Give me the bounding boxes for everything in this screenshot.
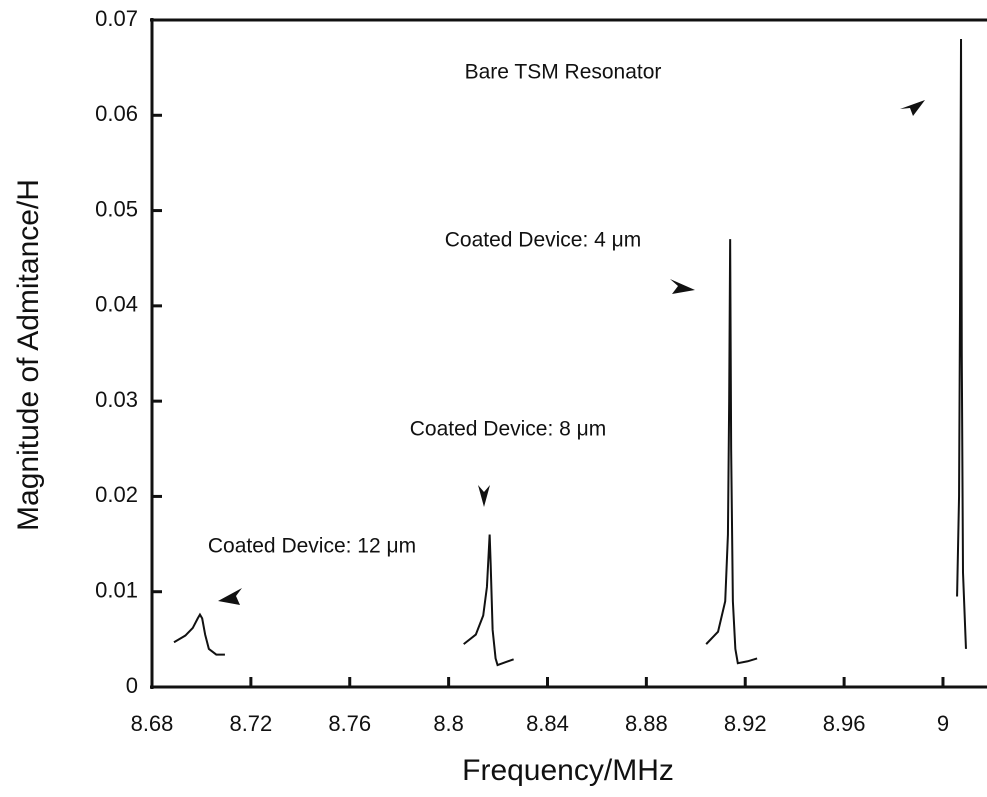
arrow xyxy=(670,279,695,294)
y-tick-label: 0.06 xyxy=(95,101,138,126)
arrow xyxy=(478,485,490,507)
y-tick-label: 0.01 xyxy=(95,578,138,603)
x-tick-label: 8.84 xyxy=(526,711,569,736)
series-line xyxy=(463,534,514,667)
x-tick-label: 8.68 xyxy=(131,711,174,736)
series-line xyxy=(956,39,967,649)
arrow xyxy=(218,588,242,605)
x-tick-label: 8.88 xyxy=(625,711,668,736)
x-axis-title: Frequency/MHz xyxy=(462,754,674,787)
y-tick-label: 0 xyxy=(126,673,138,698)
x-tick-label: 8.92 xyxy=(724,711,767,736)
arrows xyxy=(218,100,925,605)
arrow xyxy=(900,100,925,116)
series-line xyxy=(705,239,758,665)
x-tick-label: 8.72 xyxy=(229,711,272,736)
y-tick-label: 0.05 xyxy=(95,196,138,221)
annotation: Coated Device: 8 μm xyxy=(410,418,607,441)
annotation: Bare TSM Resonator xyxy=(465,61,662,84)
y-tick-label: 0.04 xyxy=(95,292,138,317)
y-tick-label: 0.02 xyxy=(95,482,138,507)
series-line xyxy=(173,612,225,656)
y-tick-label: 0.07 xyxy=(95,6,138,31)
annotation: Coated Device: 12 μm xyxy=(208,535,416,558)
x-tick-label: 8.76 xyxy=(328,711,371,736)
x-tick-label: 8.8 xyxy=(433,711,464,736)
y-axis-title: Magnitude of Admitance/H xyxy=(12,179,45,531)
x-tick-label: 9 xyxy=(937,711,949,736)
x-tick-label: 8.96 xyxy=(823,711,866,736)
annotation: Coated Device: 4 μm xyxy=(445,229,642,252)
y-tick-label: 0.03 xyxy=(95,387,138,412)
